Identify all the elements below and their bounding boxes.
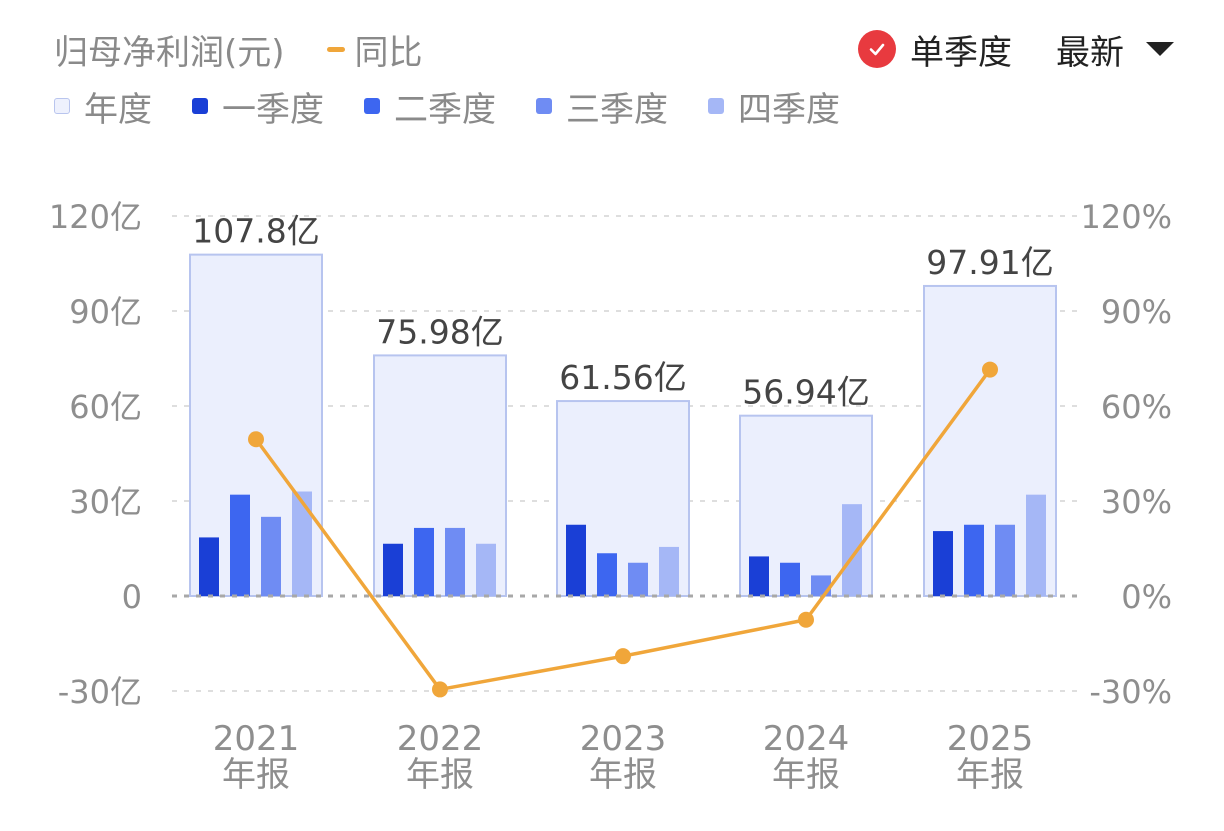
quarter-bar-2: [780, 562, 800, 596]
y-right-tick-label: 120%: [1081, 198, 1172, 236]
x-tick-label: 年报: [222, 755, 290, 795]
y-left-tick-label: 90亿: [69, 293, 142, 331]
annual-value-label: 107.8亿: [192, 212, 319, 251]
yoy-point: [982, 361, 998, 378]
y-left-tick-label: -30亿: [58, 673, 142, 711]
quarter-bar-4: [659, 546, 679, 596]
annual-value-label: 56.94亿: [742, 373, 869, 412]
quarter-bar-1: [749, 556, 769, 596]
legend-q4[interactable]: 四季度: [708, 82, 840, 131]
series-legend: 年度 一季度 二季度 三季度 四季度: [54, 82, 880, 130]
quarter-bar-3: [628, 562, 648, 596]
sort-dropdown[interactable]: 最新: [1056, 32, 1124, 73]
quarter-bar-1: [383, 543, 403, 596]
quarter-bar-3: [445, 527, 465, 596]
check-icon[interactable]: [858, 30, 896, 68]
annual-value-label: 75.98亿: [376, 312, 503, 351]
legend-q3[interactable]: 三季度: [536, 82, 668, 131]
yoy-point: [615, 648, 631, 665]
legend-q1-swatch: [192, 98, 208, 114]
quarter-bar-3: [261, 516, 281, 596]
yoy-point: [248, 431, 264, 448]
legend-annual[interactable]: 年度: [54, 82, 152, 131]
chart-title-legend: 归母净利润(元) 同比: [54, 24, 423, 74]
y-right-tick-label: 60%: [1101, 388, 1172, 426]
yoy-point: [432, 681, 448, 698]
yoy-point: [798, 611, 814, 628]
x-tick-label: 年报: [956, 755, 1024, 795]
y-left-tick-label: 60亿: [69, 388, 142, 426]
x-tick-label: 2024: [763, 719, 850, 759]
quarter-bar-2: [230, 494, 250, 596]
quarter-bar-3: [995, 524, 1015, 596]
legend-q1-label: 一季度: [222, 89, 324, 130]
quarter-bar-3: [811, 575, 831, 596]
yoy-line-swatch: [326, 46, 345, 52]
y-right-tick-label: 30%: [1101, 483, 1172, 521]
legend-q3-swatch: [536, 98, 552, 114]
quarter-bar-4: [476, 543, 496, 596]
quarter-bar-2: [414, 527, 434, 596]
y-right-tick-label: 0%: [1121, 578, 1172, 616]
quarter-bar-4: [1026, 494, 1046, 596]
quarter-bar-2: [597, 553, 617, 596]
x-tick-label: 2023: [580, 719, 667, 759]
quarter-bar-1: [199, 537, 219, 596]
quarter-bar-4: [292, 491, 312, 596]
legend-q4-swatch: [708, 98, 724, 114]
legend-annual-swatch: [54, 98, 70, 114]
metric-label: 归母净利润(元): [54, 32, 285, 73]
x-tick-label: 2025: [947, 719, 1034, 759]
x-tick-label: 2022: [397, 719, 484, 759]
y-right-tick-label: 90%: [1101, 293, 1172, 331]
quarter-bar-2: [964, 524, 984, 596]
x-tick-label: 年报: [772, 755, 840, 795]
legend-q2[interactable]: 二季度: [364, 82, 496, 131]
quarter-bar-4: [842, 504, 862, 596]
legend-q2-label: 二季度: [394, 89, 496, 130]
y-left-tick-label: 0: [122, 578, 142, 616]
dropdown-arrow-icon[interactable]: [1146, 42, 1174, 56]
y-right-tick-label: -30%: [1089, 673, 1172, 711]
x-tick-label: 2021: [213, 719, 300, 759]
annual-value-label: 61.56亿: [559, 358, 686, 397]
legend-annual-label: 年度: [84, 89, 152, 130]
legend-q3-label: 三季度: [566, 89, 668, 130]
legend-q2-swatch: [364, 98, 380, 114]
y-left-tick-label: 120亿: [49, 198, 142, 236]
quarter-bar-1: [933, 531, 953, 596]
legend-q4-label: 四季度: [738, 89, 840, 130]
x-tick-label: 年报: [406, 755, 474, 795]
x-tick-label: 年报: [589, 755, 657, 795]
quarter-bar-1: [566, 524, 586, 596]
chart-controls: 单季度 最新: [858, 24, 1174, 74]
legend-q1[interactable]: 一季度: [192, 82, 324, 131]
single-quarter-toggle[interactable]: 单季度: [910, 32, 1012, 73]
annual-value-label: 97.91亿: [926, 243, 1053, 282]
y-left-tick-label: 30亿: [69, 483, 142, 521]
yoy-legend-label: 同比: [354, 32, 423, 73]
